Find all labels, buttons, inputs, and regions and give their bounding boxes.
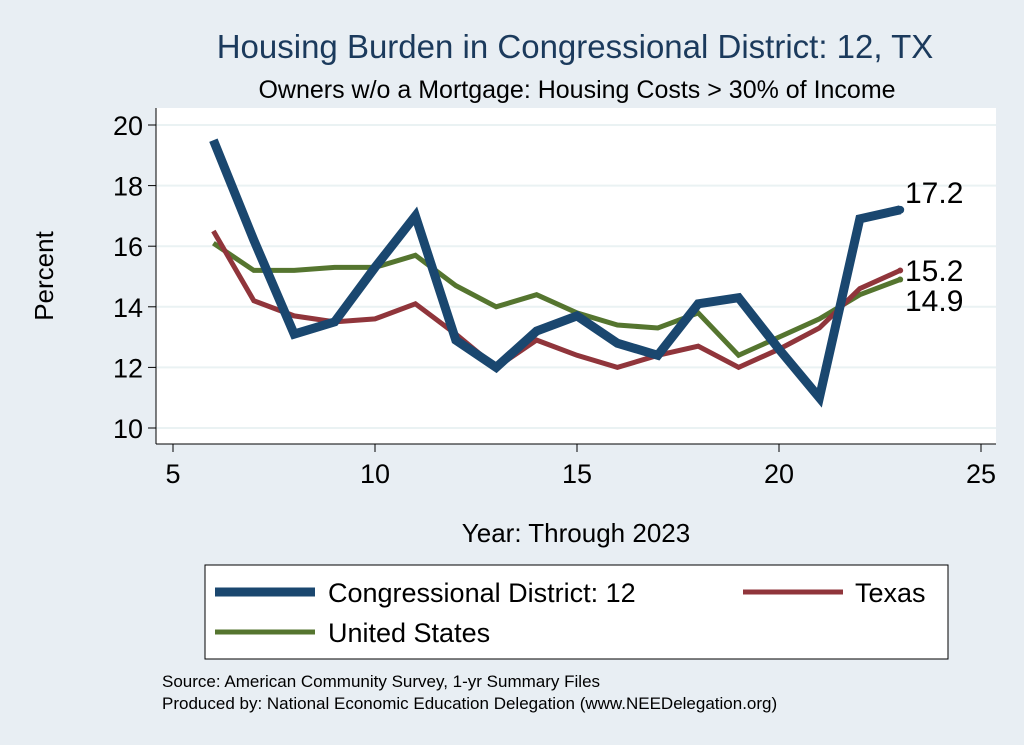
legend-label-district: Congressional District: 12 xyxy=(328,578,636,608)
legend-entry-texas: Texas xyxy=(743,578,926,608)
y-tick-label-20: 20 xyxy=(113,111,143,141)
series-end-point-district xyxy=(896,205,905,214)
x-axis-title: Year: Through 2023 xyxy=(462,518,690,548)
legend-label-texas: Texas xyxy=(855,578,926,608)
y-axis-ticks: 10 12 14 16 18 20 xyxy=(113,111,156,444)
series-end-point-texas xyxy=(897,267,904,274)
x-tick-label-5: 5 xyxy=(165,459,180,489)
end-label-district: 17.2 xyxy=(905,177,963,210)
gridlines xyxy=(156,124,996,429)
end-labels: 17.2 15.214.9 xyxy=(905,177,963,318)
producer-note: Produced by: National Economic Education… xyxy=(162,694,777,713)
series-line-district xyxy=(209,138,902,408)
legend-entry-district: Congressional District: 12 xyxy=(215,578,636,608)
y-axis-title: Percent xyxy=(29,230,59,320)
y-tick-label-18: 18 xyxy=(113,172,143,202)
plot-area xyxy=(156,108,996,444)
series-line-us xyxy=(212,241,902,359)
series-end-point-us xyxy=(897,276,904,283)
x-axis-ticks: 5 10 15 20 25 xyxy=(165,444,996,489)
chart-subtitle: Owners w/o a Mortgage: Housing Costs > 3… xyxy=(258,76,895,104)
source-note: Source: American Community Survey, 1-yr … xyxy=(162,672,600,691)
y-tick-label-10: 10 xyxy=(113,414,143,444)
y-tick-label-12: 12 xyxy=(113,353,143,383)
y-tick-label-16: 16 xyxy=(113,232,143,262)
x-tick-label-25: 25 xyxy=(966,459,996,489)
y-tick-label-14: 14 xyxy=(113,293,143,323)
legend-entry-us: United States xyxy=(215,618,490,648)
legend-box xyxy=(204,564,949,660)
legend-label-us: United States xyxy=(328,618,490,648)
end-label-us: 14.9 xyxy=(905,285,963,318)
x-tick-label-15: 15 xyxy=(562,459,592,489)
x-tick-label-10: 10 xyxy=(360,459,390,489)
x-tick-label-20: 20 xyxy=(764,459,794,489)
chart-title: Housing Burden in Congressional District… xyxy=(217,28,934,65)
end-label-texas: 15.2 xyxy=(905,255,963,288)
series-layer xyxy=(209,138,905,408)
